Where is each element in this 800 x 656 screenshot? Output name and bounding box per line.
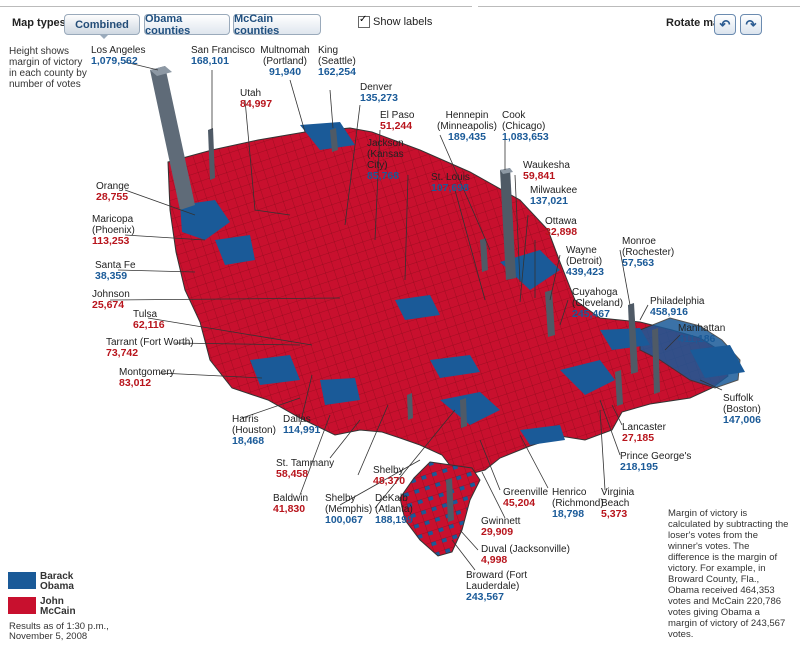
- legend-mccain-swatch: [8, 597, 36, 614]
- top-border-left: [0, 0, 472, 7]
- county-label-st-louis: St. Louis 107,698: [431, 172, 470, 194]
- rotate-map-label: Rotate map: [666, 17, 726, 29]
- county-label-jackson: Jackson (Kansas City) 85,768: [367, 138, 404, 182]
- map-intro-text: Height shows margin of victory in each c…: [9, 46, 87, 90]
- show-labels-checkbox[interactable]: [358, 14, 370, 28]
- county-label-multnomah: Multnomah (Portland) 91,940: [260, 45, 310, 78]
- county-label-hennepin: Hennepin (Minneapolis) 189,435: [436, 110, 498, 143]
- county-label-shelby: Shelby 48,370: [373, 465, 406, 487]
- county-label-lancaster: Lancaster 27,185: [622, 422, 666, 444]
- county-label-harris: Harris (Houston) 18,468: [232, 414, 276, 447]
- top-border-right: [478, 0, 800, 7]
- county-label-king: King (Seattle) 162,254: [318, 45, 356, 78]
- county-label-shelby-memphis: Shelby (Memphis) 100,067: [325, 493, 373, 526]
- county-label-greenville: Greenville 45,204: [503, 487, 549, 509]
- county-label-virginia-beach: Virginia Beach 5,373: [601, 487, 635, 520]
- county-label-johnson: Johnson 25,674: [92, 289, 130, 311]
- legend-mccain-label: John McCain: [40, 596, 76, 617]
- county-label-gwinnett: Gwinnett 29,909: [481, 516, 521, 538]
- county-label-manhattan: Manhattan 411,186: [678, 323, 726, 345]
- county-label-dekalb: DeKalb (Atlanta) 188,199: [375, 493, 413, 526]
- results-timestamp: Results as of 1:30 p.m., November 5, 200…: [9, 621, 109, 642]
- county-label-ottawa: Ottawa 32,898: [545, 216, 578, 238]
- rotate-left-icon: ↶: [719, 16, 731, 32]
- county-label-prince-georges: Prince George's 218,195: [620, 451, 692, 473]
- county-label-milwaukee: Milwaukee 137,021: [530, 185, 578, 207]
- margin-spikes: [150, 66, 660, 522]
- county-label-philadelphia: Philadelphia 458,916: [650, 296, 705, 318]
- county-label-orange: Orange 28,755: [96, 181, 130, 203]
- margin-explanation-note: Margin of victory is calculated by subtr…: [668, 508, 789, 640]
- obama-county-patches: [180, 122, 745, 445]
- county-label-dallas: Dallas 114,991: [283, 414, 321, 436]
- county-label-henrico: Henrico (Richmond) 18,798: [552, 487, 604, 520]
- show-labels-label: Show labels: [373, 16, 433, 28]
- legend-obama-label: Barack Obama: [40, 571, 74, 592]
- leader-lines: [109, 61, 723, 571]
- county-label-denver: Denver 135,273: [360, 82, 398, 104]
- county-label-cook: Cook (Chicago) 1,083,653: [502, 110, 549, 143]
- active-tab-pointer: [99, 34, 109, 39]
- rotate-left-button[interactable]: ↶: [714, 14, 736, 35]
- county-label-tulsa: Tulsa 62,116: [133, 309, 165, 331]
- county-label-waukesha: Waukesha 59,841: [523, 160, 570, 182]
- tab-obama-counties[interactable]: Obama counties: [144, 13, 230, 37]
- county-label-maricopa: Maricopa (Phoenix) 113,253: [92, 214, 135, 247]
- county-label-duval: Duval (Jacksonville) 4,998: [481, 544, 570, 566]
- rotate-right-button[interactable]: ↷: [740, 14, 762, 35]
- county-label-tarrant: Tarrant (Fort Worth) 73,742: [106, 337, 194, 359]
- florida-shape: [399, 461, 481, 557]
- top-strip: [0, 0, 800, 8]
- county-label-montgomery: Montgomery 83,012: [119, 367, 175, 389]
- show-labels-toggle[interactable]: Show labels: [358, 14, 433, 28]
- county-label-broward: Broward (Fort Lauderdale) 243,567: [466, 570, 528, 603]
- county-label-monroe: Monroe (Rochester) 57,563: [622, 236, 675, 269]
- county-label-st-tammany: St. Tammany 58,458: [276, 458, 335, 480]
- county-label-san-francisco: San Francisco 168,101: [191, 45, 255, 67]
- county-label-suffolk: Suffolk (Boston) 147,006: [723, 393, 761, 426]
- county-label-santa-fe: Santa Fe 38,359: [95, 260, 136, 282]
- tab-mccain-counties[interactable]: McCain counties: [233, 13, 321, 37]
- county-label-cuyahoga: Cuyahoga (Cleveland) 245,467: [572, 287, 624, 320]
- county-label-wayne: Wayne (Detroit) 439,423: [566, 245, 604, 278]
- legend-obama-swatch: [8, 572, 36, 589]
- rotate-right-icon: ↷: [745, 16, 757, 32]
- map-types-label: Map types:: [12, 17, 70, 29]
- county-label-baldwin: Baldwin 41,830: [273, 493, 309, 515]
- county-label-utah: Utah 84,997: [240, 88, 273, 110]
- county-label-los-angeles: Los Angeles 1,079,562: [91, 45, 146, 67]
- county-label-el-paso: El Paso 51,244: [380, 110, 415, 132]
